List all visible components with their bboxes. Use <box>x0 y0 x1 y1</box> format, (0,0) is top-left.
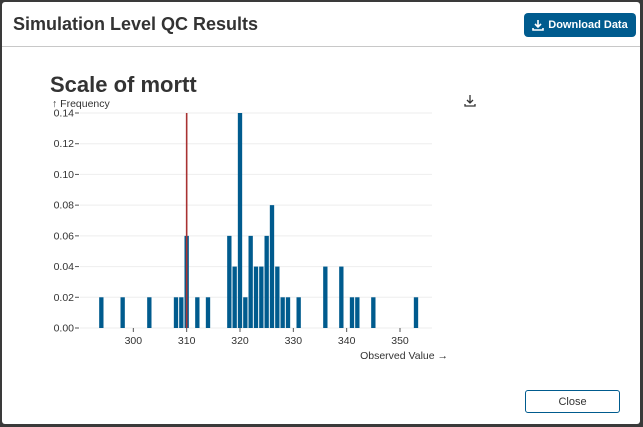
x-tick-label: 340 <box>338 335 356 347</box>
histogram-bar <box>259 266 264 328</box>
histogram-bar <box>195 297 200 328</box>
modal-title: Simulation Level QC Results <box>13 14 259 34</box>
histogram-bar <box>243 297 248 328</box>
histogram-bar <box>371 297 376 328</box>
download-data-label: Download Data <box>548 19 628 31</box>
histogram-bar <box>120 297 125 328</box>
x-tick-label: 350 <box>391 335 409 347</box>
histogram-bar <box>355 297 360 328</box>
histogram-bar <box>147 297 152 328</box>
y-tick-label: 0.08 <box>54 200 75 212</box>
histogram-bar <box>296 297 301 328</box>
histogram-bar <box>173 297 179 328</box>
x-tick-label: 310 <box>178 335 196 347</box>
histogram-bar <box>237 113 243 328</box>
x-axis-label: Observed Value → <box>360 350 448 362</box>
histogram-bar <box>248 235 253 328</box>
y-tick-label: 0.12 <box>54 138 75 150</box>
histogram-bar <box>349 297 355 328</box>
modal-header: Simulation Level QC Results Download Dat… <box>2 2 640 47</box>
histogram-bar <box>269 205 275 328</box>
download-data-button[interactable]: Download Data <box>524 13 636 37</box>
histogram-bar <box>232 266 237 328</box>
histogram-bar <box>413 297 419 328</box>
histogram-bar <box>99 297 104 328</box>
histogram-bar <box>339 266 344 328</box>
download-icon <box>532 20 545 31</box>
y-tick-label: 0.14 <box>54 108 75 120</box>
y-tick-label: 0.04 <box>54 261 75 273</box>
chart-download-icon[interactable] <box>463 94 477 108</box>
histogram-bar <box>323 266 328 328</box>
histogram-bar <box>285 297 291 328</box>
x-tick-label: 320 <box>231 335 249 347</box>
y-tick-label: 0.02 <box>54 292 75 304</box>
histogram-bar <box>264 235 269 328</box>
x-tick-label: 330 <box>285 335 303 347</box>
y-axis-label: ↑ Frequency <box>52 98 111 110</box>
histogram-bar <box>179 297 184 328</box>
histogram-bar <box>227 235 232 328</box>
histogram-bar <box>280 297 285 328</box>
y-tick-label: 0.06 <box>54 230 75 242</box>
x-tick-label: 300 <box>125 335 143 347</box>
histogram-bar <box>253 266 259 328</box>
histogram-bar <box>275 266 280 328</box>
y-tick-label: 0.00 <box>54 323 75 335</box>
close-button[interactable]: Close <box>525 390 620 413</box>
histogram-bar <box>205 297 211 328</box>
y-tick-label: 0.10 <box>54 169 75 181</box>
chart-title: Scale of mortt <box>50 72 197 97</box>
